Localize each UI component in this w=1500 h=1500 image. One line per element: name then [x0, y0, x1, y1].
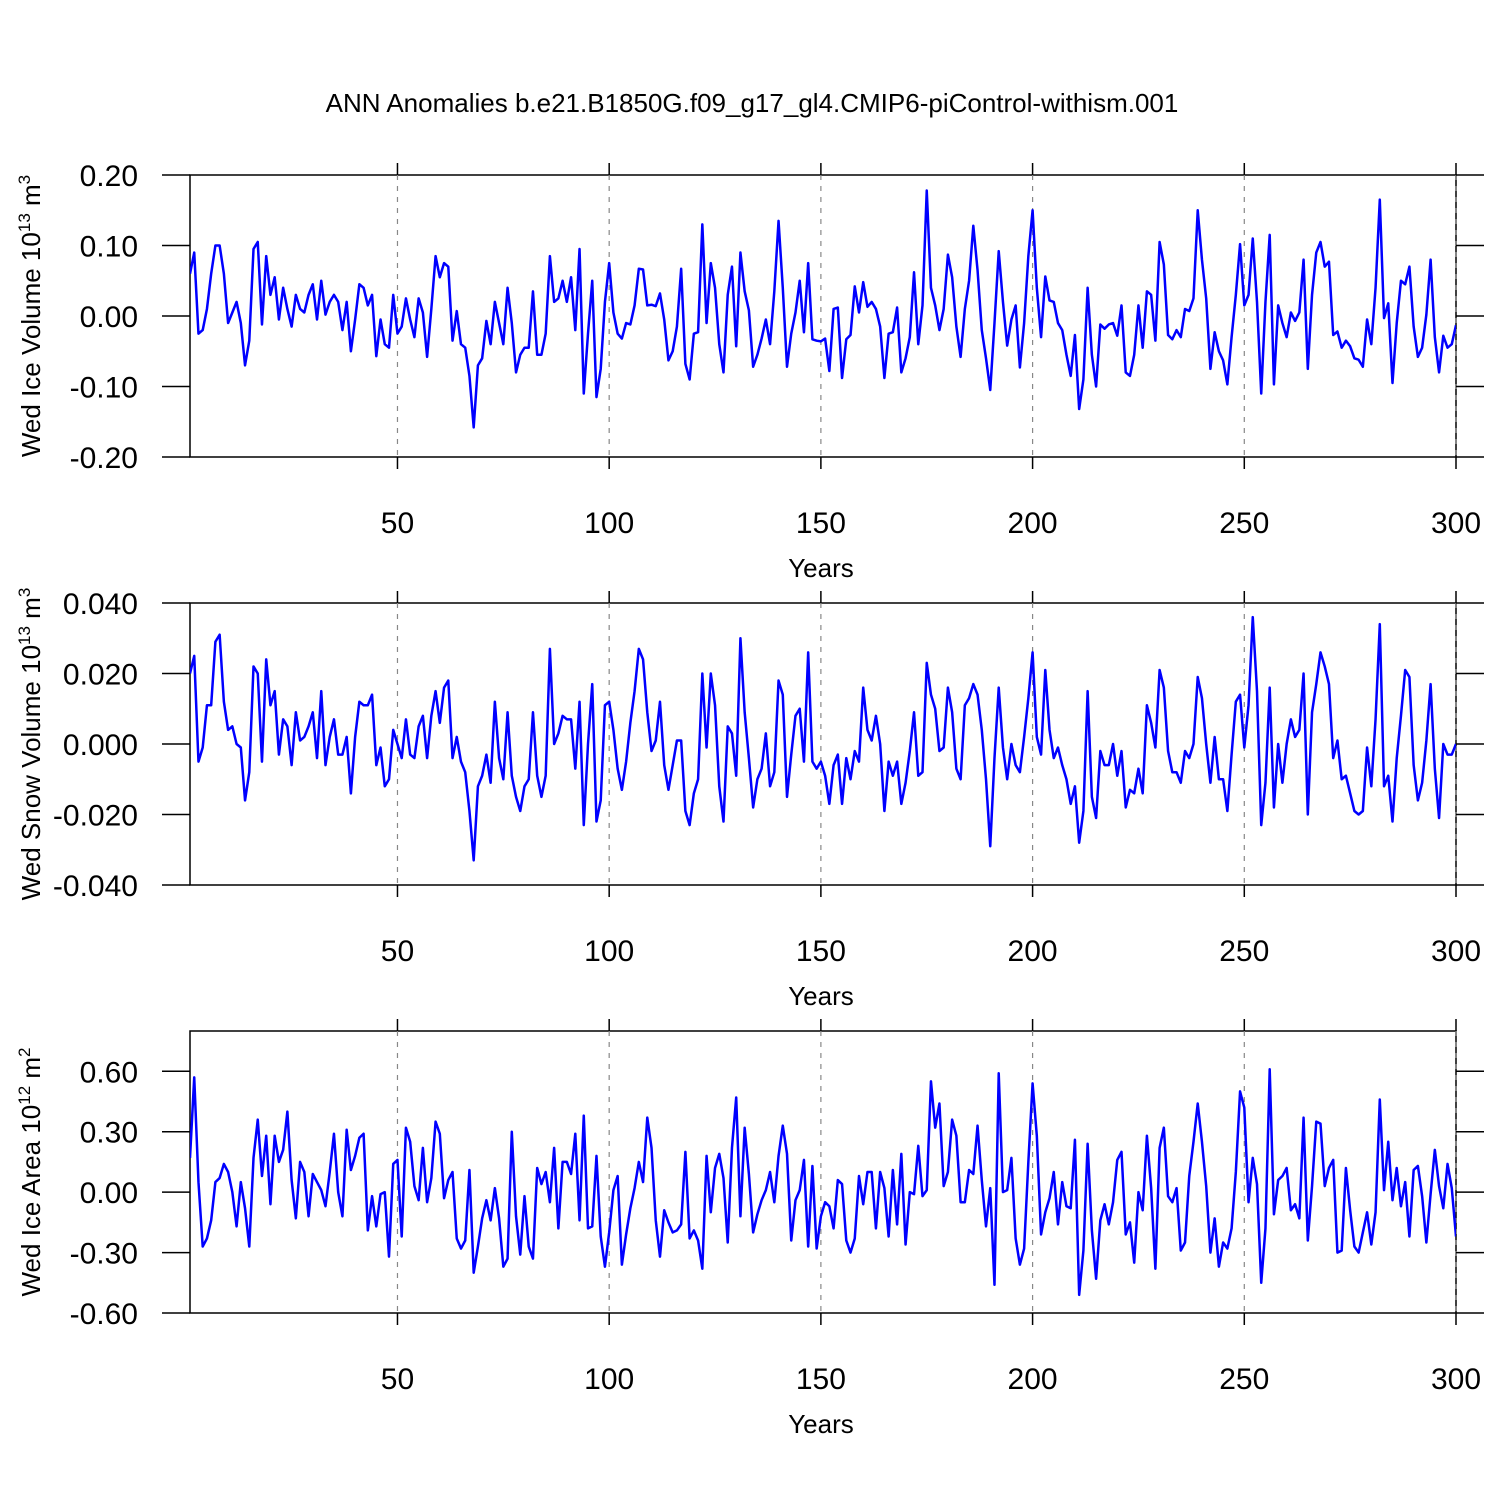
y-label-text: Wed Ice Volume 10 [16, 232, 46, 457]
y-tick-label: -0.10 [70, 372, 138, 405]
y-label-exponent: 12 [15, 1086, 34, 1105]
x-tick-label: 100 [584, 507, 634, 540]
y-axis-label: Wed Ice Volume 1013 m3 [15, 175, 46, 457]
y-tick-label: -0.040 [53, 870, 138, 903]
x-tick-label: 50 [381, 1363, 414, 1396]
x-tick-label: 150 [796, 935, 846, 968]
y-label-unit: m [16, 597, 46, 626]
plot-area [190, 1068, 1456, 1297]
y-tick-label: 0.00 [80, 301, 138, 334]
plot-area [190, 615, 1456, 862]
y-label-unit-exponent: 3 [15, 588, 34, 597]
panel: 50 100 150 200 250 300 -0.040 -0.020 0.000 0.020 0… [15, 588, 1484, 1011]
figure-title: ANN Anomalies b.e21.B1850G.f09_g17_gl4.C… [326, 88, 1179, 118]
x-tick-label: 100 [584, 935, 634, 968]
y-label-text: Wed Snow Volume 10 [16, 645, 46, 900]
x-tick-label: 50 [381, 507, 414, 540]
plot-frame [189, 1030, 1457, 1314]
x-tick-label: 250 [1219, 935, 1269, 968]
y-axis-label: Wed Snow Volume 1013 m3 [15, 588, 46, 901]
plot-frame [189, 174, 1457, 458]
y-tick-label: 0.10 [80, 231, 138, 264]
data-line [190, 189, 1456, 429]
x-tick-label: 300 [1431, 1363, 1481, 1396]
y-tick-label: 0.000 [63, 729, 138, 762]
x-tick-label: 300 [1431, 935, 1481, 968]
y-tick-label: 0.00 [80, 1177, 138, 1210]
x-axis-label: Years [788, 1409, 854, 1439]
y-tick-label: -0.020 [53, 800, 138, 833]
plot-area [190, 189, 1456, 429]
y-tick-label: 0.020 [63, 659, 138, 692]
y-tick-label: -0.60 [70, 1298, 138, 1331]
x-axis-label: Years [788, 981, 854, 1011]
y-tick-label: -0.20 [70, 442, 138, 475]
y-label-exponent: 13 [15, 213, 34, 232]
x-tick-label: 250 [1219, 507, 1269, 540]
y-label-unit-exponent: 2 [15, 1047, 34, 1056]
y-tick-label: 0.040 [63, 588, 138, 621]
y-tick-label: -0.30 [70, 1238, 138, 1271]
x-axis-label: Years [788, 553, 854, 583]
y-label-unit: m [16, 1057, 46, 1086]
x-tick-label: 200 [1008, 935, 1058, 968]
x-tick-label: 250 [1219, 1363, 1269, 1396]
x-tick-label: 150 [796, 1363, 846, 1396]
y-tick-label: 0.60 [80, 1056, 138, 1089]
x-tick-label: 300 [1431, 507, 1481, 540]
y-axis-label: Wed Ice Area 1012 m2 [15, 1047, 46, 1296]
y-tick-label: 0.30 [80, 1117, 138, 1150]
y-label-unit-exponent: 3 [15, 175, 34, 184]
y-label-exponent: 13 [15, 626, 34, 645]
panel: 50 100 150 200 250 300 -0.60 -0.30 0.00 0.30 0.60 Y… [15, 1019, 1484, 1439]
y-tick-label: 0.20 [80, 160, 138, 193]
x-tick-label: 200 [1008, 507, 1058, 540]
y-label-unit: m [16, 184, 46, 213]
x-tick-label: 150 [796, 507, 846, 540]
data-line [190, 615, 1456, 862]
x-tick-label: 100 [584, 1363, 634, 1396]
data-line [190, 1068, 1456, 1297]
panel: 50 100 150 200 250 300 -0.20 -0.10 0.00 0.10 0.20 Y… [15, 160, 1484, 583]
y-label-text: Wed Ice Area 10 [16, 1105, 46, 1297]
x-tick-label: 50 [381, 935, 414, 968]
x-tick-label: 200 [1008, 1363, 1058, 1396]
